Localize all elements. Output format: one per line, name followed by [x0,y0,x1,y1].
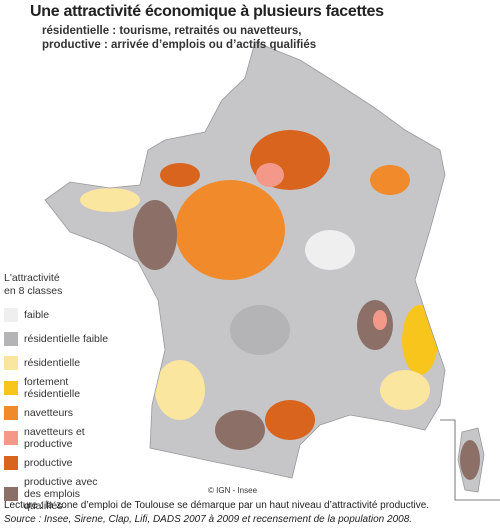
legend-item: faible [4,304,124,326]
region [133,200,177,270]
region [230,305,290,355]
legend-label: navetteurs et productive [24,426,85,450]
region [160,163,200,187]
region [265,400,315,440]
region [190,65,230,95]
legend-item: productive [4,452,124,474]
legend-label: productive avec des emplois qualifiés [24,476,98,512]
region [215,410,265,450]
region [460,440,480,480]
region [402,305,438,375]
legend-label: productive [24,457,73,469]
legend: L'attractivité en 8 classes faible réside… [4,272,124,514]
legend-title-line: en 8 classes [4,285,63,297]
region [80,188,140,212]
region [305,230,355,270]
subtitle-line: productive : arrivée d’emplois ou d’acti… [42,39,317,51]
legend-swatch [4,381,18,395]
legend-label: faible [24,309,50,321]
corsica-outline [457,427,485,493]
region [175,180,285,280]
legend-item: résidentielle faible [4,328,124,350]
title: Une attractivité économique à plusieurs … [30,3,384,20]
subtitle: résidentielle : tourisme, retraités ou n… [42,24,316,52]
legend-label: navetteurs [24,407,74,419]
legend-item: navetteurs [4,402,124,424]
legend-swatch [4,332,18,346]
legend-swatch [4,487,18,501]
region [370,165,410,195]
legend-swatch [4,431,18,445]
legend-item: productive avec des emplois qualifiés [4,476,124,512]
legend-swatch [4,356,18,370]
legend-title-line: L'attractivité [4,272,60,284]
lecture: Lecture : la zone d’emploi de Toulouse s… [4,500,430,511]
legend-item: navetteurs et productive [4,426,124,450]
legend-item: résidentielle [4,352,124,374]
legend-swatch [4,456,18,470]
region [380,370,430,410]
source: Source : Insee, Sirene, Clap, Lifi, DADS… [4,514,413,525]
region [373,310,387,330]
credit: © IGN - Insee [208,486,258,495]
france-outline [44,41,446,479]
region [256,163,284,187]
legend-label: résidentielle faible [24,333,109,345]
legend-swatch [4,406,18,420]
legend-label: résidentielle [24,357,81,369]
region [155,360,205,420]
legend-items: faible résidentielle faible résidentielle f… [4,304,124,512]
borders [44,41,500,501]
corsica-inset [440,419,500,501]
legend-swatch [4,308,18,322]
legend-label: fortement résidentielle [24,376,81,400]
legend-title: L'attractivité en 8 classes [4,272,124,298]
subtitle-line: résidentielle : tourisme, retraités ou n… [42,25,302,37]
legend-item: fortement résidentielle [4,376,124,400]
